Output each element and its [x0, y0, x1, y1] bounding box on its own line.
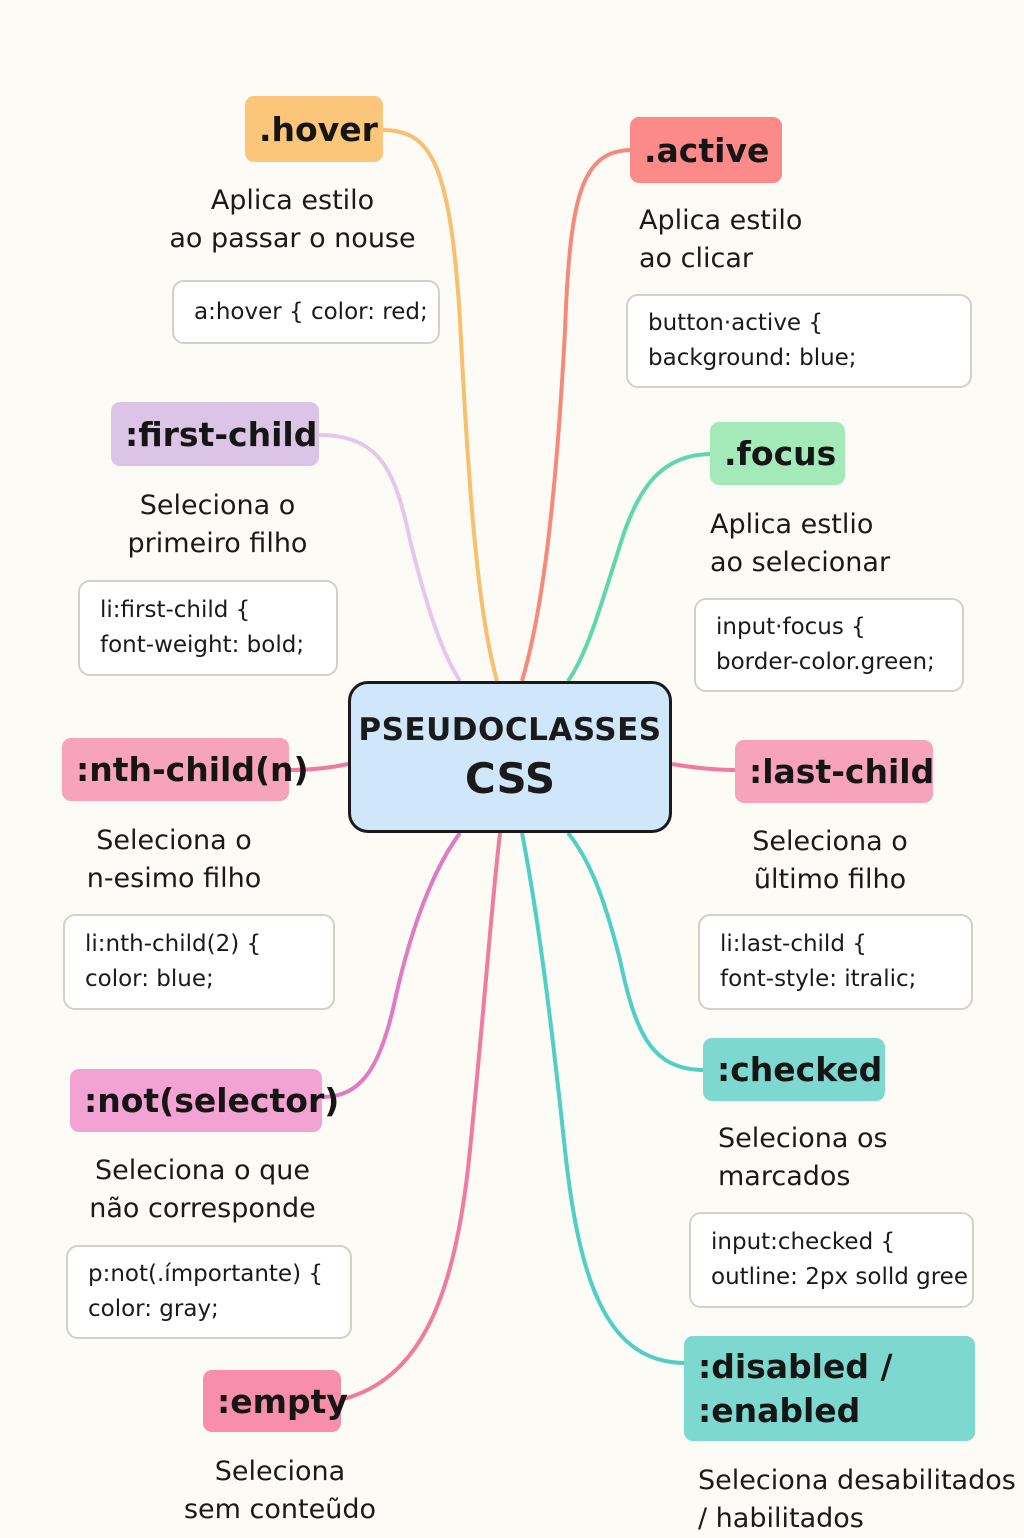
connector-hover [381, 128, 499, 682]
node-focus: .focus [710, 422, 845, 485]
node-empty: :empty [203, 1370, 348, 1432]
desc-checked: Seleciona os marcados [718, 1123, 888, 1192]
node-last-child: :last-child [735, 740, 934, 803]
node-disabled-label: :disabled / [698, 1346, 893, 1386]
connector-last-child [671, 762, 737, 772]
desc-active: Aplica estilo ao clicar [639, 205, 803, 274]
node-not-selector: :not(selector) [70, 1069, 339, 1132]
code-first-child: li:first-child { font-weight: bold; [78, 580, 338, 676]
code-last-child: li:last-child { font-style: itralic; [698, 914, 973, 1010]
center-title-line2: CSS [464, 753, 556, 803]
code-checked: input:checked { outline: 2px solld gree [689, 1212, 974, 1308]
center-node: PSEUDOCLASSES CSS [348, 681, 672, 833]
node-hover: .hover [245, 96, 383, 162]
node-checked: :checked [703, 1038, 885, 1101]
node-active: .active [630, 117, 782, 183]
desc-not-selector: Seleciona o que não corresponde [89, 1155, 316, 1224]
desc-empty: Seleciona sem conteũdo [183, 1456, 376, 1525]
desc-nth-child: Seleciona o n-esimo filho [86, 825, 262, 894]
node-disabled-enabled: :disabled / :enabled [684, 1336, 975, 1441]
connector-nth-child [287, 762, 349, 772]
code-hover: a:hover { color: red; [172, 280, 440, 344]
node-nth-child: :nth-child(n) [62, 738, 309, 801]
connector-first-child [317, 433, 462, 683]
connector-not [321, 831, 462, 1099]
desc-focus: Aplica estlio ao selecionar [710, 509, 891, 578]
desc-disabled-enabled: Seleciona desabilitados / habilitados [698, 1465, 1016, 1534]
connector-empty [339, 832, 502, 1402]
desc-first-child: Seleciona o primeiro filho [127, 490, 308, 559]
code-focus: input·focus { border-color.green; [694, 598, 964, 692]
desc-last-child: Seleciona o ũltimo filho [752, 826, 908, 895]
code-not-selector: p:not(.ímportante) { color: gray; [66, 1245, 352, 1339]
connector-disabled [520, 832, 687, 1365]
connector-checked [566, 831, 705, 1072]
node-first-child: :first-child [111, 402, 319, 466]
center-title-line1: PSEUDOCLASSES [358, 711, 662, 748]
node-enabled-label: :enabled [698, 1390, 861, 1430]
code-active: button·active { background: blue; [626, 294, 972, 388]
connector-active [520, 148, 633, 682]
desc-hover: Aplica estilo ao passar o nouse [169, 185, 416, 254]
connector-focus [566, 452, 713, 683]
code-nth-child: li:nth-child(2) { color: blue; [63, 914, 335, 1010]
